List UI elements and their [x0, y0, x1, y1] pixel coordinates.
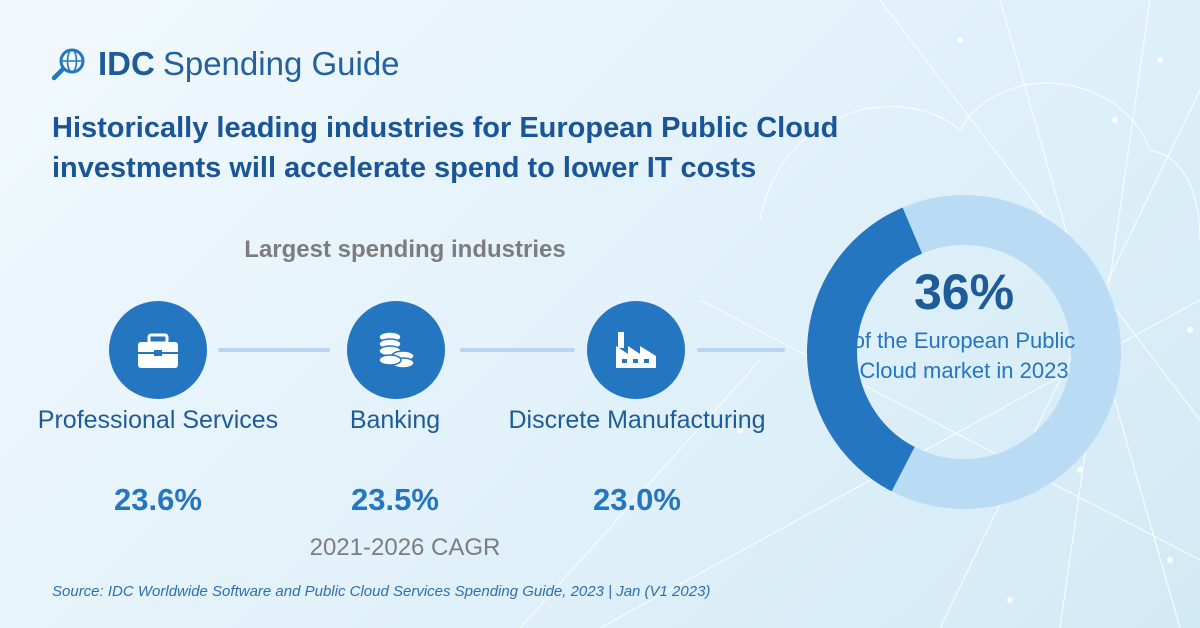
donut-chart — [807, 195, 1121, 509]
cagr-label: 2021-2026 CAGR — [309, 534, 501, 561]
donut-center-text: 36% of the European Public Cloud market … — [834, 264, 1094, 386]
subhead: Largest spending industries — [244, 236, 566, 263]
connector-line — [218, 348, 330, 352]
donut-slice-remainder — [891, 195, 1121, 509]
industry-circle-banking — [347, 301, 445, 399]
industry-value: 23.5% — [351, 482, 439, 517]
industry-value: 23.6% — [114, 482, 202, 517]
donut-percentage: 36% — [913, 264, 1015, 320]
brand-name: IDC Spending Guide — [98, 45, 400, 83]
donut-caption: of the European Public Cloud market in 2… — [852, 328, 1076, 383]
coins-icon — [378, 331, 415, 369]
factory-icon — [616, 332, 656, 368]
globe-magnifier-icon — [52, 48, 85, 81]
brand-name-rest: Spending Guide — [162, 45, 400, 82]
brand-logo: IDC Spending Guide — [52, 44, 400, 84]
source-note: Source: IDC Worldwide Software and Publi… — [52, 583, 711, 600]
donut-slice-highlight — [807, 207, 923, 492]
industry-name: Discrete Manufacturing — [508, 406, 766, 434]
connector-line — [460, 348, 575, 352]
brand-name-bold: IDC — [98, 45, 155, 82]
briefcase-icon — [138, 333, 178, 368]
connector-line — [697, 348, 785, 352]
industry-circle-discrete-manufacturing — [587, 301, 685, 399]
industry-name: Banking — [349, 406, 441, 434]
headline: Historically leading industries for Euro… — [52, 112, 839, 184]
industry-name: Professional Services — [37, 406, 279, 434]
industry-value: 23.0% — [593, 482, 681, 517]
industry-circle-professional-services — [109, 301, 207, 399]
